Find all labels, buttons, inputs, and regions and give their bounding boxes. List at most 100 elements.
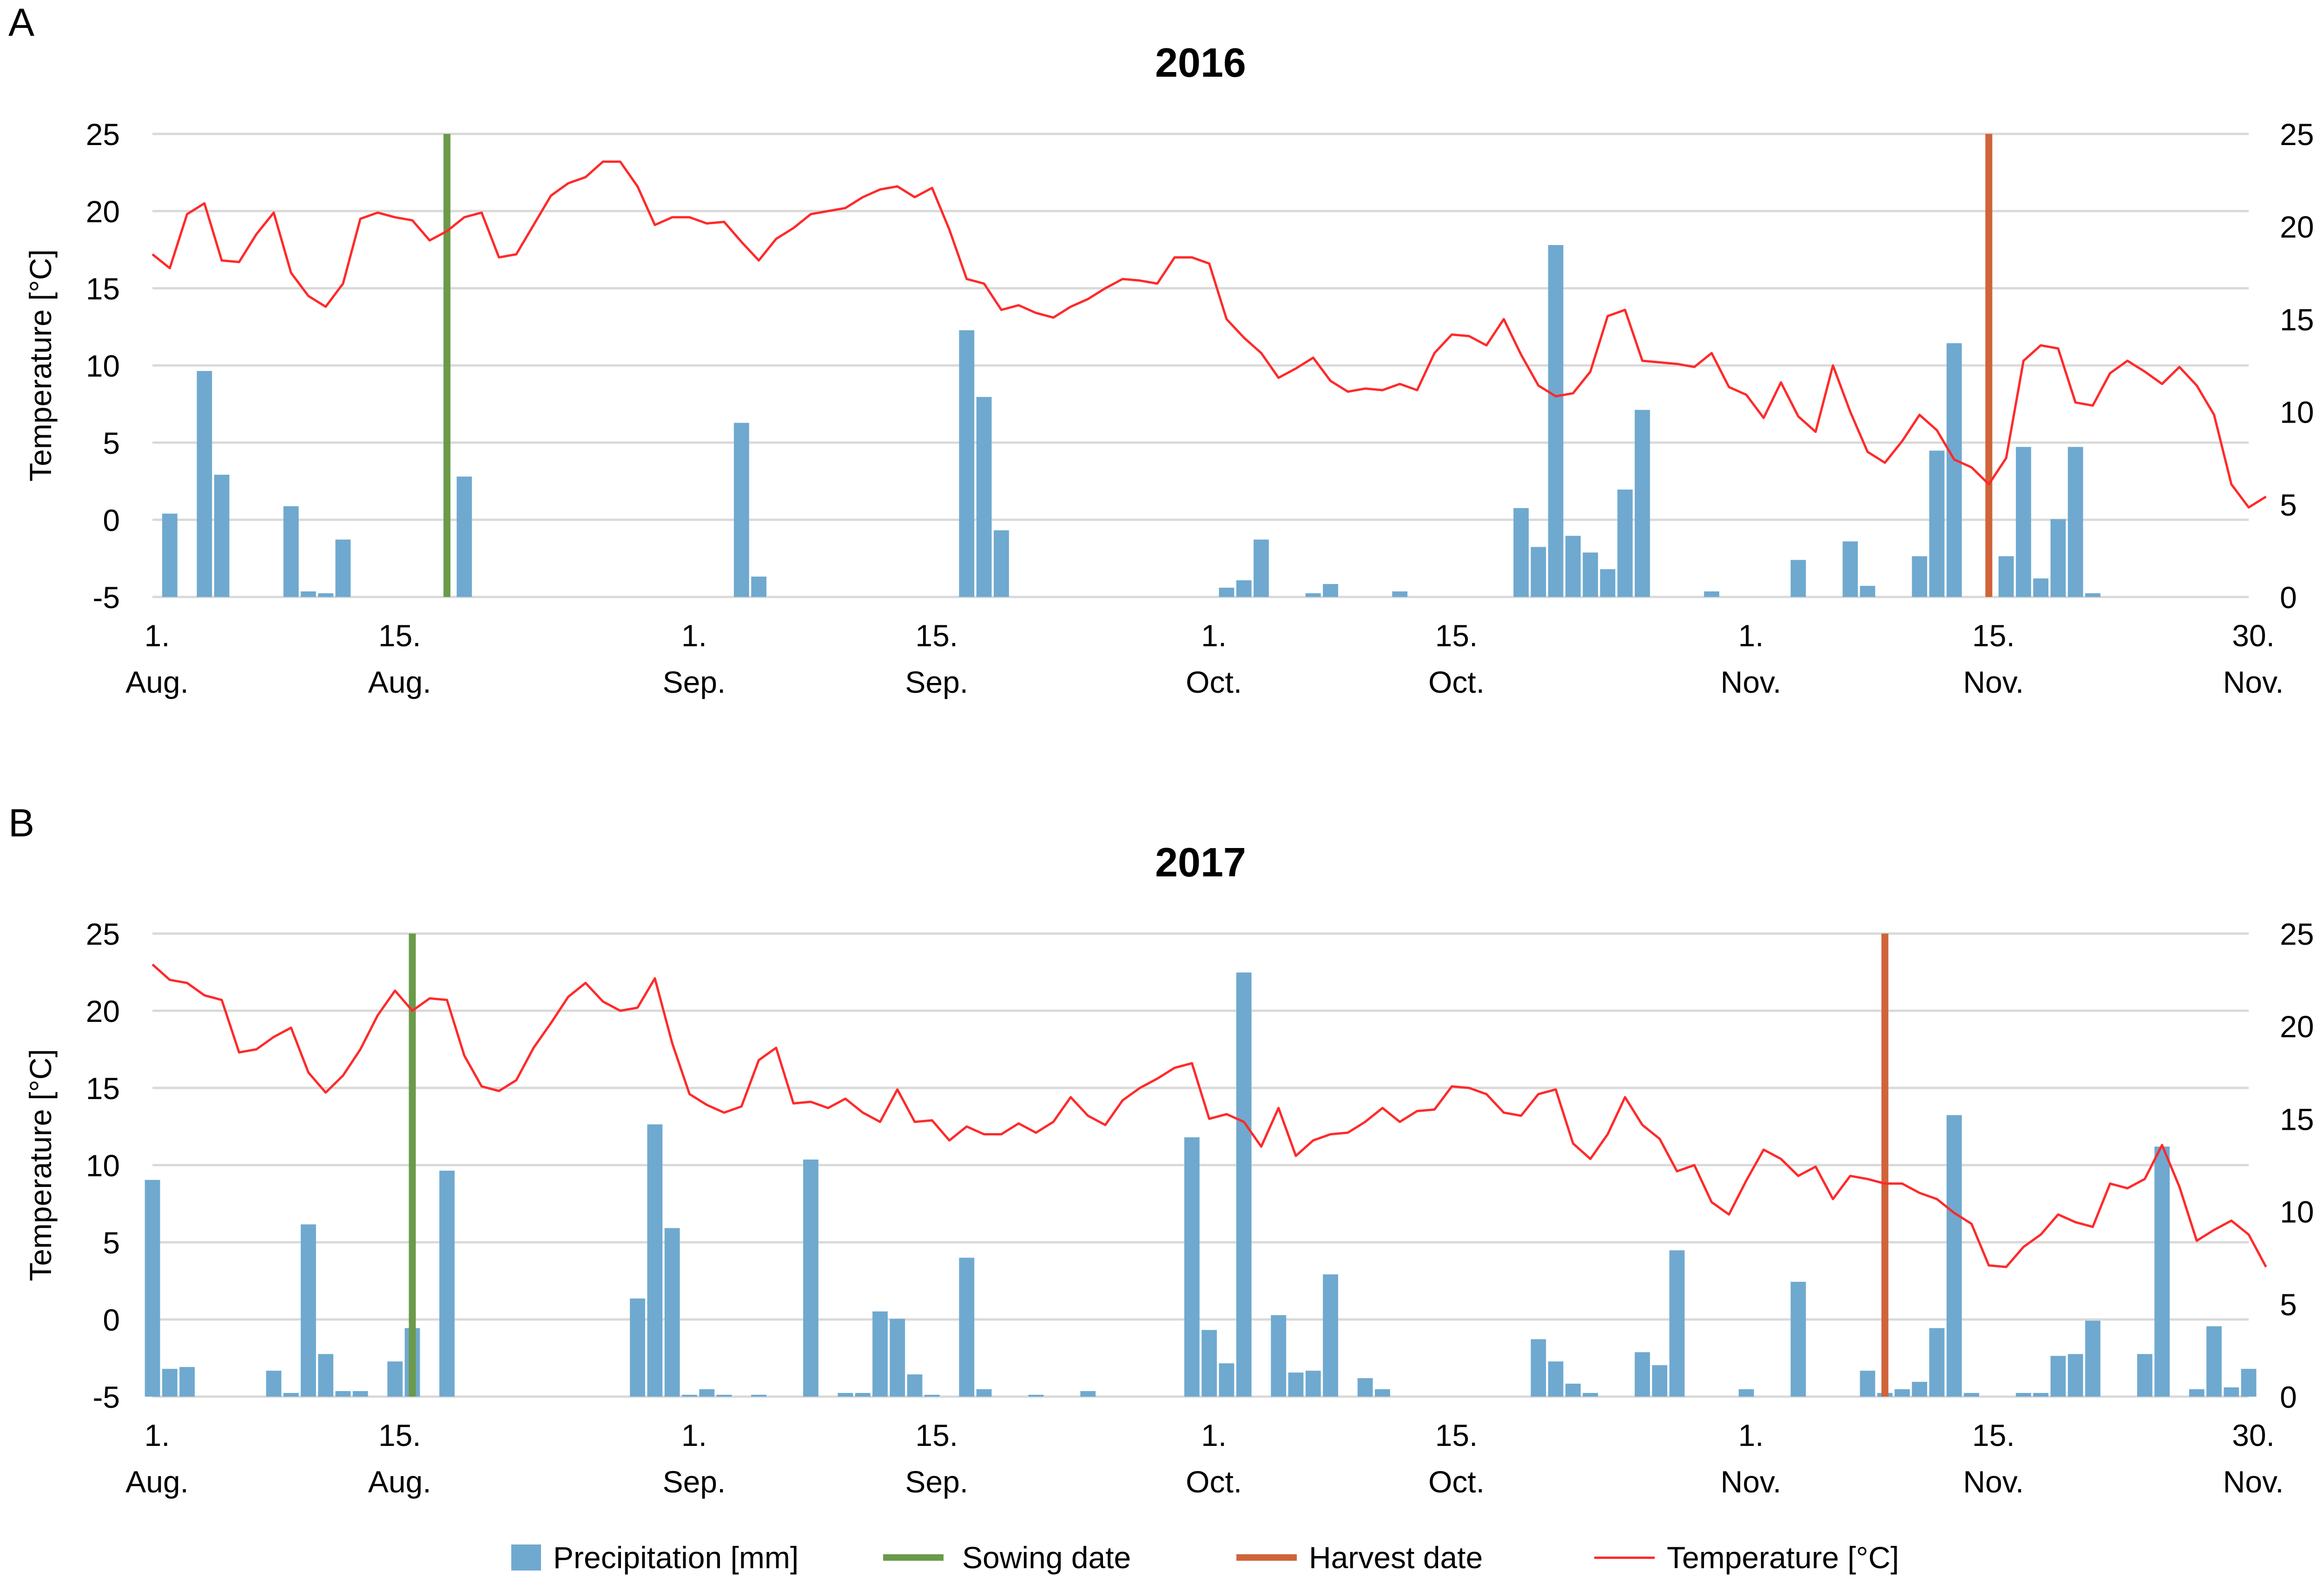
precipitation-bar xyxy=(1929,1328,1945,1397)
precipitation-bar xyxy=(976,397,992,597)
precipitation-bar xyxy=(751,577,766,597)
precipitation-bar xyxy=(301,591,316,597)
x-tick-label: Nov. xyxy=(1963,1465,2024,1499)
precipitation-bar xyxy=(1583,1393,1598,1397)
y-tick-left: 5 xyxy=(103,426,120,460)
precipitation-bar xyxy=(664,1228,680,1397)
precipitation-bar xyxy=(2016,447,2031,597)
y-tick-right: 15 xyxy=(2280,302,2314,337)
chart-2017: 2017 25 20 15 10 5 0 -5 25 20 15 10 5 0 Temperature [°… xyxy=(23,839,2314,1499)
precipitation-bar xyxy=(2016,1393,2031,1397)
precipitation-bar xyxy=(1219,588,1235,597)
y-tick-right: 20 xyxy=(2280,210,2314,244)
precipitation-bar xyxy=(976,1389,992,1397)
legend-label-sowing: Sowing date xyxy=(962,1540,1131,1575)
precipitation-bar xyxy=(1305,593,1321,597)
chart-title: 2017 xyxy=(1155,839,1246,885)
x-tick-label: Oct. xyxy=(1186,1465,1242,1499)
precipitation-bar xyxy=(1998,556,2014,597)
precipitation-bar xyxy=(1392,591,1408,597)
legend-swatch-temperature xyxy=(1594,1556,1655,1559)
y-tick-left: 25 xyxy=(86,917,120,951)
precipitation-bar xyxy=(2067,1354,2083,1397)
precipitation-bar xyxy=(1548,1361,1564,1397)
precipitation-bar xyxy=(2154,1147,2170,1397)
precipitation-bar xyxy=(439,1170,455,1397)
precipitation-bar xyxy=(630,1298,646,1397)
precipitation-bar xyxy=(699,1389,715,1397)
precipitation-bar xyxy=(1028,1395,1044,1397)
legend-item-temperature: Temperature [°C] xyxy=(1594,1537,1899,1578)
precipitation-bar xyxy=(283,1393,299,1397)
x-tick-label: Nov. xyxy=(1721,665,1782,699)
precipitation-bar xyxy=(1305,1371,1321,1397)
precipitation-bar xyxy=(1323,584,1338,597)
y-tick-left: 10 xyxy=(86,1148,120,1183)
legend-swatch-precipitation xyxy=(511,1544,541,1571)
precipitation-bar xyxy=(318,1354,334,1397)
precipitation-bar xyxy=(1912,556,1928,597)
x-tick-label: 1. xyxy=(681,1418,707,1452)
precipitation-bar xyxy=(803,1160,819,1397)
legend-label-harvest: Harvest date xyxy=(1309,1540,1483,1575)
precipitation-bar xyxy=(1669,1250,1685,1397)
x-tick-label: Oct. xyxy=(1186,665,1242,699)
y-axis-label-left: Temperature [°C] xyxy=(23,249,58,482)
legend-swatch-sowing xyxy=(883,1554,944,1561)
x-tick-label: Sep. xyxy=(905,1465,968,1499)
x-tick-label: 15. xyxy=(1972,1418,2015,1452)
temperature-line xyxy=(152,963,2267,1268)
precipitation-bar xyxy=(1548,245,1564,597)
precipitation-bar xyxy=(1860,1371,1875,1397)
precipitation-bar xyxy=(2206,1326,2222,1397)
precipitation-bar xyxy=(1184,1137,1200,1397)
precipitation-bar xyxy=(214,475,230,597)
x-tick-label: 15. xyxy=(915,1418,958,1452)
precipitation-bar xyxy=(1929,451,1945,597)
x-tick-label: 15. xyxy=(378,1418,421,1452)
temperature-line xyxy=(152,160,2267,509)
y-tick-right: 10 xyxy=(2280,1195,2314,1229)
precipitation-bar xyxy=(2241,1369,2257,1397)
precipitation-bar xyxy=(266,1371,282,1397)
precipitation-bar xyxy=(197,371,212,597)
precipitation-bar xyxy=(959,330,975,597)
precipitation-bar xyxy=(456,477,472,597)
precipitation-bar xyxy=(1635,410,1650,597)
x-tick-label: 1. xyxy=(681,618,707,653)
legend-label-temperature: Temperature [°C] xyxy=(1667,1540,1899,1575)
precipitation-bar xyxy=(2224,1387,2239,1397)
y-tick-left: -5 xyxy=(92,580,120,615)
y-tick-left: 0 xyxy=(103,503,120,537)
precipitation-bar xyxy=(1288,1372,1304,1397)
x-tick-label: Nov. xyxy=(2223,665,2284,699)
precipitation-bar xyxy=(1860,586,1875,597)
precipitation-bar xyxy=(1600,569,1616,597)
x-tick-label: Sep. xyxy=(663,665,726,699)
precipitation-bar xyxy=(993,530,1009,597)
legend-swatch-harvest xyxy=(1236,1554,1297,1561)
y-tick-right: 10 xyxy=(2280,395,2314,430)
x-tick-label: 15. xyxy=(1972,618,2015,653)
precipitation-bar xyxy=(1704,591,1719,597)
precipitation-bar xyxy=(2189,1389,2205,1397)
x-tick-label: 1. xyxy=(1738,1418,1764,1452)
legend-label-precipitation: Precipitation [mm] xyxy=(553,1540,799,1575)
y-tick-right: 0 xyxy=(2280,580,2297,615)
precipitation-bar xyxy=(1323,1274,1338,1397)
precipitation-bar xyxy=(1236,580,1252,597)
precipitation-bar xyxy=(301,1224,316,1397)
precipitation-bar xyxy=(1357,1378,1373,1397)
precipitation-bar xyxy=(716,1395,732,1397)
precipitation-bar xyxy=(1617,489,1633,597)
precipitation-bar xyxy=(1254,539,1269,597)
precipitation-bar xyxy=(2033,1393,2049,1397)
precipitation-bar xyxy=(1531,1339,1546,1397)
y-tick-right: 5 xyxy=(2280,488,2297,522)
legend-item-precipitation: Precipitation [mm] xyxy=(511,1537,799,1578)
precipitation-bar xyxy=(1912,1382,1928,1397)
precipitation-bar xyxy=(2137,1354,2152,1397)
precipitation-bar xyxy=(1513,508,1529,597)
precipitation-bar xyxy=(872,1311,888,1397)
chart-title: 2016 xyxy=(1155,40,1246,86)
